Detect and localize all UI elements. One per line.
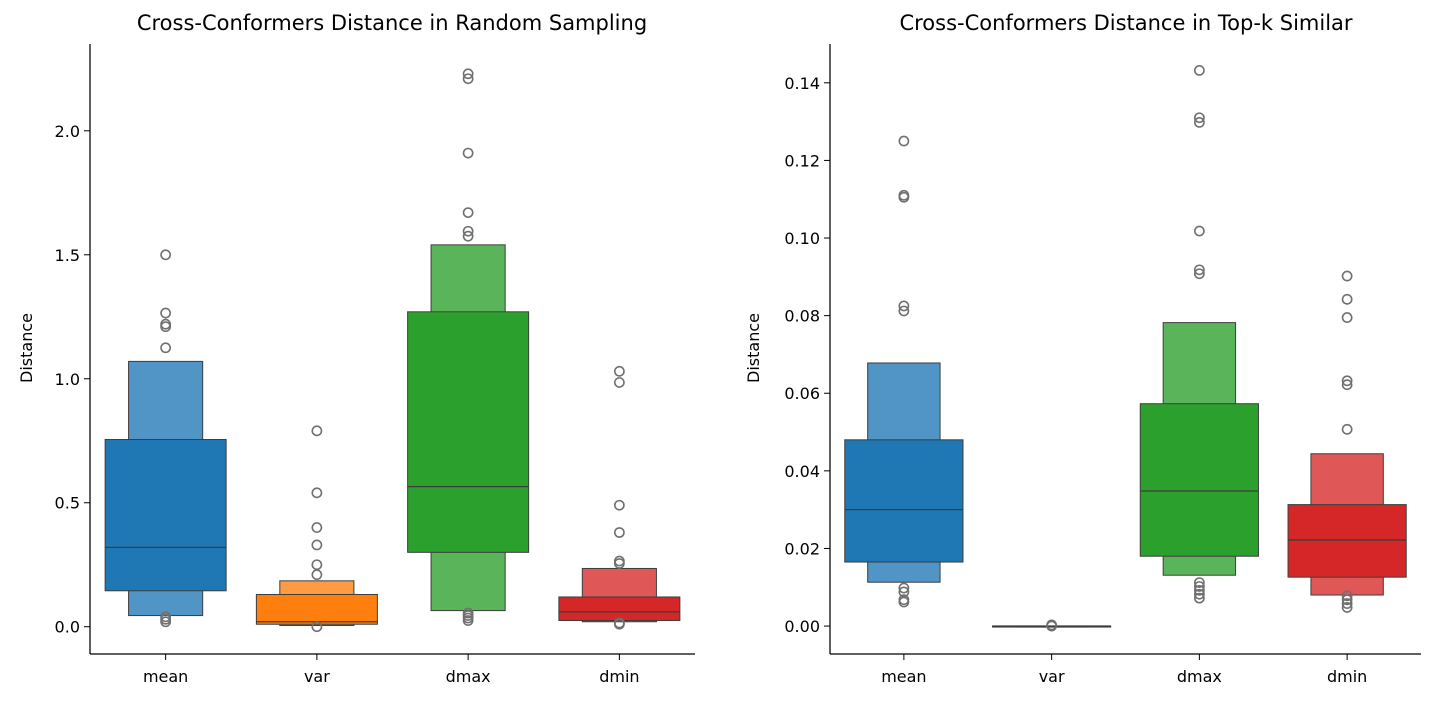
outlier-dmax bbox=[1193, 584, 1205, 596]
outlier-dmax bbox=[1193, 64, 1205, 76]
outlier-mean bbox=[898, 191, 910, 203]
x-tick-label-dmax: dmax bbox=[1177, 667, 1222, 686]
outlier-dmin bbox=[1341, 270, 1353, 282]
outlier-mean bbox=[898, 305, 910, 317]
box-var-level-1 bbox=[255, 593, 378, 625]
outlier-dmax bbox=[462, 73, 474, 85]
y-tick-label: 0.5 bbox=[55, 494, 80, 513]
outlier-dmin bbox=[613, 558, 625, 569]
outlier-dmin bbox=[613, 365, 625, 377]
outlier-dmax bbox=[462, 207, 474, 219]
outlier-mean bbox=[160, 616, 172, 628]
right-y-axis-label: Distance bbox=[744, 313, 763, 383]
outlier-dmax bbox=[1193, 264, 1205, 276]
box-mean-level-1 bbox=[104, 439, 227, 592]
x-tick-label-var: var bbox=[1039, 667, 1065, 686]
outlier-mean bbox=[160, 321, 172, 333]
y-tick-label: 1.0 bbox=[55, 370, 80, 389]
outlier-dmin bbox=[613, 527, 625, 538]
outlier-dmax bbox=[462, 230, 474, 242]
y-tick-label: 0.06 bbox=[784, 384, 820, 403]
outlier-dmin bbox=[613, 618, 625, 630]
outlier-var bbox=[311, 621, 323, 633]
outlier-dmax bbox=[462, 147, 474, 159]
y-tick-label: 0.08 bbox=[784, 307, 820, 326]
outlier-mean bbox=[898, 586, 910, 598]
y-tick-label: 0.0 bbox=[55, 618, 80, 637]
box-dmin-level-1 bbox=[1287, 504, 1407, 578]
y-tick-label: 0.12 bbox=[784, 151, 820, 170]
outlier-var bbox=[311, 559, 323, 571]
box-dmin-level-1 bbox=[558, 596, 681, 622]
outlier-dmax bbox=[462, 615, 474, 626]
y-tick-label: 2.0 bbox=[55, 122, 80, 141]
right-chart-title: Cross-Conformers Distance in Top-k Simil… bbox=[899, 11, 1352, 35]
box-dmax-level-1 bbox=[407, 311, 530, 553]
outlier-mean bbox=[898, 135, 910, 147]
box-mean-level-1 bbox=[844, 439, 964, 563]
outlier-var bbox=[1046, 620, 1058, 632]
outlier-dmin bbox=[613, 377, 625, 388]
outlier-mean bbox=[898, 582, 910, 594]
outlier-dmax bbox=[1193, 588, 1205, 600]
y-tick-label: 0.02 bbox=[784, 539, 820, 558]
left-plot-area: 0.0 0.5 1.0 1.5 2.0 mean var dmax dmin bbox=[55, 44, 695, 686]
outlier-var bbox=[311, 569, 323, 581]
left-panel: Cross-Conformers Distance in Random Samp… bbox=[17, 11, 695, 686]
outlier-dmax bbox=[1193, 225, 1205, 237]
x-tick-label-dmin: dmin bbox=[599, 667, 639, 686]
outlier-mean bbox=[160, 249, 172, 261]
outlier-mean bbox=[160, 342, 172, 354]
outlier-dmin bbox=[1341, 375, 1353, 387]
outlier-dmin bbox=[1341, 602, 1353, 613]
outlier-var bbox=[311, 425, 323, 437]
outlier-dmin bbox=[1341, 379, 1353, 391]
x-tick-label-var: var bbox=[304, 667, 330, 686]
box-dmax-level-1 bbox=[1139, 403, 1259, 557]
y-tick-label: 0.00 bbox=[784, 617, 820, 636]
y-tick-label: 0.10 bbox=[784, 229, 820, 248]
x-tick-label-dmin: dmin bbox=[1327, 667, 1367, 686]
outlier-dmin bbox=[1341, 594, 1353, 606]
outlier-dmax bbox=[462, 225, 474, 237]
outlier-mean bbox=[160, 307, 172, 319]
outlier-var bbox=[311, 539, 323, 551]
y-tick-label: 0.04 bbox=[784, 462, 820, 481]
outlier-dmax bbox=[1193, 116, 1205, 128]
outlier-mean bbox=[898, 596, 910, 608]
outlier-dmax bbox=[1193, 577, 1205, 589]
outlier-dmin bbox=[1341, 598, 1353, 609]
y-tick-label: 1.5 bbox=[55, 246, 80, 265]
right-panel: Cross-Conformers Distance in Top-k Simil… bbox=[744, 11, 1421, 686]
left-chart-title: Cross-Conformers Distance in Random Samp… bbox=[137, 11, 647, 35]
outlier-dmin bbox=[613, 499, 625, 511]
outlier-dmax bbox=[462, 68, 474, 80]
outlier-dmax bbox=[1193, 112, 1205, 124]
outlier-dmin bbox=[1341, 423, 1353, 435]
outlier-dmax bbox=[1193, 592, 1205, 604]
outlier-dmax bbox=[1193, 581, 1205, 592]
x-tick-label-mean: mean bbox=[143, 667, 188, 686]
right-plot-area: 0.00 0.02 0.04 0.06 0.08 0.10 0.12 0.14 mean var d… bbox=[784, 44, 1421, 686]
left-y-axis-label: Distance bbox=[17, 313, 36, 383]
x-tick-label-dmax: dmax bbox=[446, 667, 491, 686]
outlier-mean bbox=[898, 300, 910, 312]
y-tick-label: 0.14 bbox=[784, 74, 820, 93]
outlier-dmin bbox=[1341, 312, 1353, 323]
outlier-var bbox=[311, 522, 323, 533]
outlier-dmin bbox=[1341, 590, 1353, 602]
x-tick-label-mean: mean bbox=[881, 667, 926, 686]
outlier-var bbox=[311, 487, 323, 499]
outlier-dmin bbox=[1341, 293, 1353, 305]
outlier-dmax bbox=[1193, 268, 1205, 280]
